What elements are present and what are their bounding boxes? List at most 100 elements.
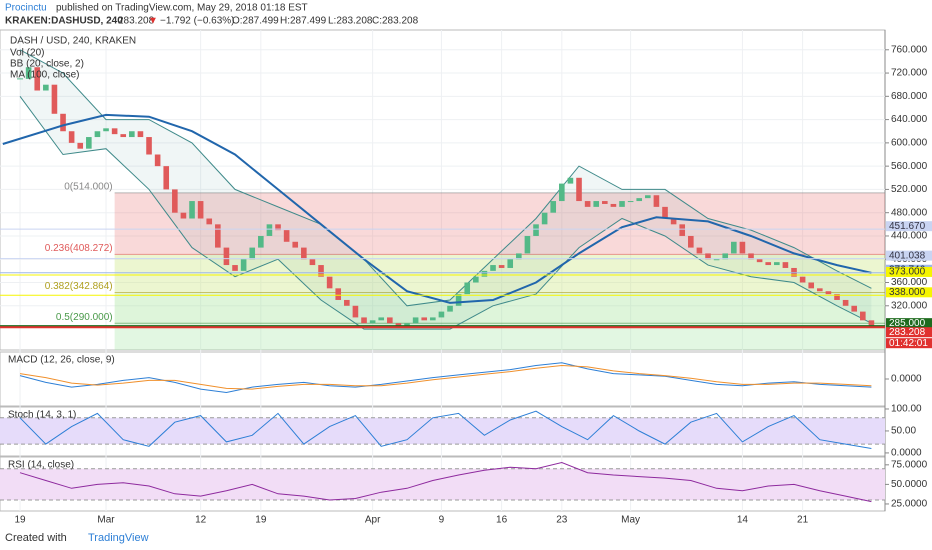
- candle: [215, 224, 221, 248]
- candle: [808, 282, 815, 289]
- candle: [834, 294, 840, 300]
- candle: [137, 131, 144, 138]
- candle: [395, 323, 402, 327]
- candle: [498, 265, 505, 268]
- candle: [868, 320, 875, 328]
- ma-line: [2, 113, 872, 304]
- candle: [352, 305, 359, 318]
- candle: [154, 154, 161, 167]
- y-tick-label: 0.0000: [891, 448, 922, 459]
- level-label: 285.000: [889, 318, 926, 329]
- candle: [86, 137, 92, 149]
- level-label: 373.000: [889, 267, 926, 278]
- candle: [94, 131, 101, 138]
- candle: [842, 299, 849, 306]
- candle: [163, 166, 170, 190]
- candle: [705, 253, 711, 260]
- candle: [696, 247, 703, 254]
- candle: [765, 262, 772, 266]
- pane-title: RSI (14, close): [8, 460, 74, 471]
- candle: [670, 218, 677, 225]
- candle: [258, 235, 264, 248]
- candle: [774, 262, 780, 266]
- candle: [111, 128, 118, 135]
- candle: [559, 183, 565, 202]
- y-tick-label: 320.000: [891, 300, 928, 311]
- level-box: [886, 250, 932, 261]
- level-label: 283.208: [889, 327, 926, 338]
- candle: [378, 317, 385, 321]
- pane-title: MACD (12, 26, close, 9): [8, 355, 115, 366]
- candle: [455, 294, 462, 306]
- candle: [524, 235, 531, 254]
- candle: [430, 317, 436, 321]
- y-tick-label: 440.000: [891, 231, 928, 242]
- y-tick-label: 560.000: [891, 161, 928, 172]
- author[interactable]: Procinctu: [5, 3, 47, 14]
- fib-label: 0.236(408.272): [45, 243, 113, 254]
- candle: [25, 67, 32, 79]
- candle: [748, 253, 754, 260]
- candle: [662, 206, 668, 219]
- y-tick-label: 100.00: [891, 404, 922, 415]
- candle: [782, 262, 789, 268]
- candle: [232, 265, 238, 271]
- level-box: [886, 318, 932, 329]
- candle: [344, 299, 350, 306]
- y-tick-label: 640.000: [891, 114, 928, 125]
- countdown: 01:42:01: [889, 338, 928, 349]
- candle: [756, 259, 763, 263]
- candle: [438, 311, 445, 318]
- candle: [688, 235, 694, 248]
- level-box: [886, 266, 932, 277]
- candle: [636, 198, 643, 202]
- candle: [473, 276, 479, 283]
- fib-zone: [114, 192, 885, 255]
- fib-label: 0.382(342.864): [45, 281, 113, 292]
- y-tick-label: 760.000: [891, 44, 928, 55]
- candle: [464, 282, 471, 295]
- x-tick-label: 21: [797, 515, 809, 526]
- candle: [533, 224, 539, 236]
- footer-brand[interactable]: TradingView: [88, 532, 149, 544]
- candle: [593, 201, 600, 207]
- close: C:283.208: [372, 16, 419, 27]
- fib-label: 0(514.000): [64, 182, 112, 193]
- candle: [731, 241, 737, 254]
- candle: [739, 241, 746, 254]
- x-tick-label: 12: [195, 515, 207, 526]
- candle: [481, 270, 488, 277]
- level-box: [886, 327, 932, 338]
- y-tick-label: 600.000: [891, 138, 928, 149]
- x-tick-label: 19: [255, 515, 267, 526]
- candle: [653, 195, 660, 207]
- x-tick-label: 14: [737, 515, 749, 526]
- level-label: 451.670: [889, 221, 926, 232]
- candle: [516, 253, 522, 260]
- x-tick-label: 19: [14, 515, 26, 526]
- y-tick-label: 480.000: [891, 207, 928, 218]
- y-tick-label: 720.000: [891, 68, 928, 79]
- candle: [567, 177, 574, 184]
- candle: [627, 201, 634, 203]
- candle: [223, 247, 230, 266]
- y-tick-label: 75.0000: [891, 459, 928, 470]
- level-label: 401.038: [889, 250, 926, 261]
- x-tick-label: 23: [556, 515, 568, 526]
- candle: [326, 276, 333, 289]
- candle: [369, 320, 376, 324]
- candle: [679, 224, 686, 236]
- footer-created: Created with: [5, 532, 67, 544]
- candle: [713, 259, 720, 261]
- candle: [129, 131, 135, 138]
- candle: [851, 305, 858, 312]
- candle: [34, 67, 41, 91]
- x-tick-label: 16: [496, 515, 508, 526]
- candle: [283, 230, 290, 242]
- candle: [541, 212, 548, 225]
- stoch-values: [19, 410, 872, 449]
- legend-entry: Vol (20): [10, 48, 44, 59]
- candle: [447, 305, 453, 312]
- candle: [361, 317, 367, 324]
- y-tick-label: 50.00: [891, 426, 916, 437]
